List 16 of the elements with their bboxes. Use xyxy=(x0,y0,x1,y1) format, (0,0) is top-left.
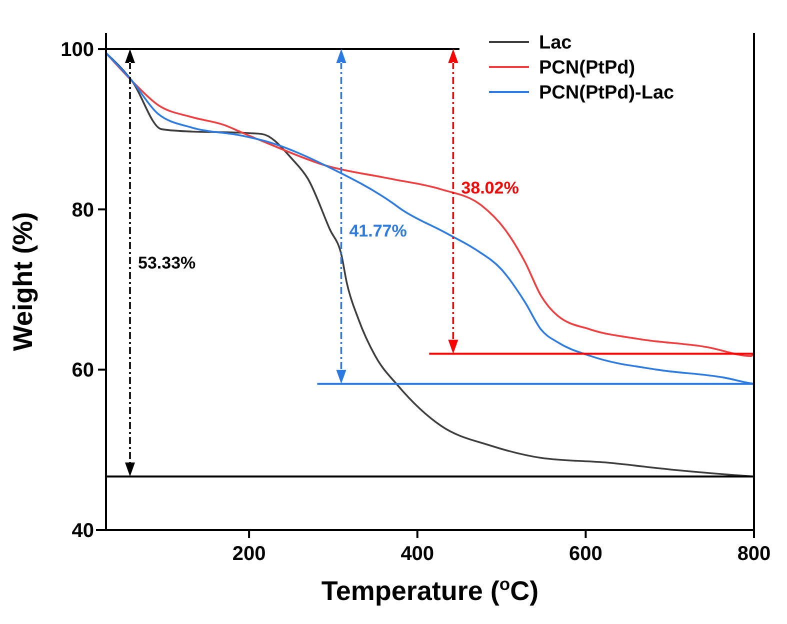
y-tick-label: 60 xyxy=(72,360,94,382)
y-tick-label: 40 xyxy=(72,520,94,542)
annotation: 38.02% xyxy=(461,178,519,198)
annotation: 53.33% xyxy=(138,254,196,273)
y-tick-label: 80 xyxy=(72,199,94,222)
y-tick-label: 100 xyxy=(60,39,94,62)
x-tick-label: 600 xyxy=(569,543,602,565)
legend-label: Lac xyxy=(539,32,572,54)
x-tick-label: 400 xyxy=(400,543,434,565)
annotation: 41.77% xyxy=(349,221,407,240)
x-tick-label: 800 xyxy=(737,543,771,565)
legend-label: PCN(PtPd) xyxy=(539,58,636,79)
x-tick-label: 200 xyxy=(232,543,266,565)
legend-label: PCN(PtPd)-Lac xyxy=(539,82,675,104)
x-axis-title: Temperature ($^{o}$C) xyxy=(321,574,539,606)
y-axis-title: Weight (%) xyxy=(8,212,38,351)
